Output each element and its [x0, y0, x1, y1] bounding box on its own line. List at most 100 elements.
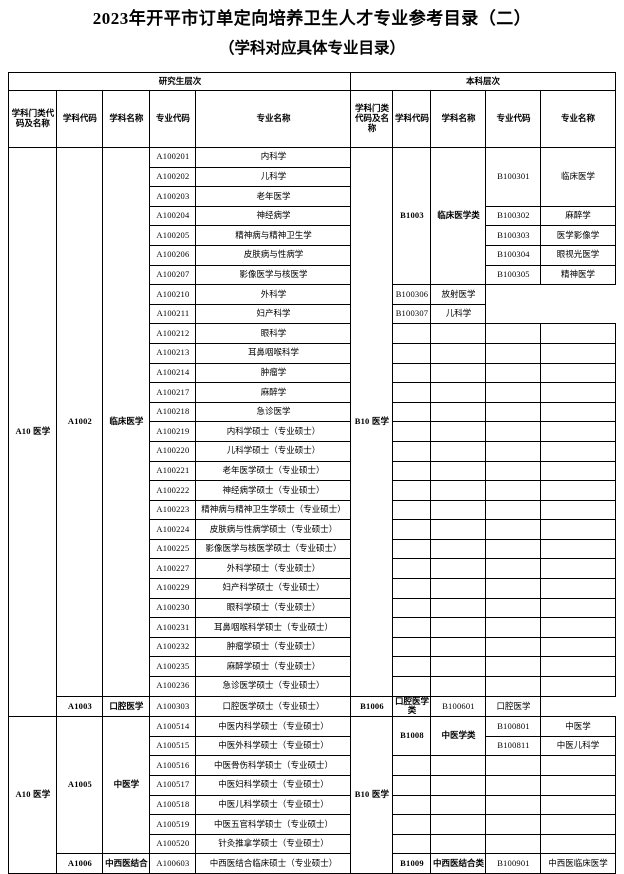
grad-xueke-name-a1002: 临床医学	[102, 147, 151, 697]
ug-xueke-code-empty	[392, 499, 432, 521]
ug-xueke-code-b1008: B1008	[392, 716, 432, 757]
ug-xueke-name-empty	[430, 519, 487, 540]
ug-major-name-empty	[540, 558, 616, 580]
ug-major-code-empty	[485, 421, 542, 442]
table-row: A100235 麻醉学硕士（专业硕士）	[9, 656, 616, 678]
grad-major-name: 影像医学与核医学硕士（专业硕士）	[195, 538, 352, 560]
ug-major-name: 医学影像学	[540, 225, 616, 246]
table-row: A100225 影像医学与核医学硕士（专业硕士）	[9, 538, 616, 560]
grad-major-name: 肿瘤学硕士（专业硕士）	[195, 636, 352, 658]
ug-xueke-name-b1006: 口腔医学类	[392, 695, 432, 718]
grad-major-code: A100518	[149, 794, 197, 816]
ug-xueke-code-empty	[392, 519, 432, 540]
ug-major-name: 儿科学	[430, 303, 487, 325]
grad-major-code: A100232	[149, 636, 197, 658]
ug-xueke-name-empty	[430, 382, 487, 403]
page-root: 2023年开平市订单定向培养卫生人才专业参考目录（二） （学科对应具体专业目录）…	[8, 9, 616, 874]
catalog-table: 研究生层次 本科层次 学科门类代码及名称 学科代码 学科名称 专业代码 专业名称…	[8, 72, 616, 874]
table-row: A10 医学 A1002 临床医学 A100201 内科学 B10 医学 B10…	[8, 146, 616, 718]
ug-major-name-empty	[540, 676, 616, 697]
grad-major-name: 影像医学与核医学	[195, 264, 352, 286]
page-title: 2023年开平市订单定向培养卫生人才专业参考目录（二）	[92, 9, 532, 28]
table-header-group-row: 研究生层次 本科层次	[8, 72, 616, 91]
ug-xueke-code-b1009: B1009	[392, 853, 432, 874]
table-row: A100212 眼科学	[9, 323, 616, 344]
ug-xueke-code-empty	[392, 460, 432, 482]
grad-major-name: 急诊医学硕士（专业硕士）	[195, 676, 352, 697]
grad-major-name: 急诊医学	[195, 401, 352, 423]
header-col-ug-majorcode: 专业代码	[485, 90, 542, 148]
header-col-grad-menlei: 学科门类代码及名称	[8, 90, 58, 148]
ug-xueke-code-empty	[392, 440, 432, 462]
table-row: A100516 中医骨伤科学硕士（专业硕士）	[9, 755, 616, 776]
ug-menlei-2: B10 医学	[350, 716, 394, 874]
grad-major-name: 耳鼻咽喉科学硕士（专业硕士）	[195, 617, 352, 638]
grad-major-code: A100236	[149, 676, 197, 697]
ug-xueke-name-empty	[430, 401, 487, 423]
table-header-row: 学科门类代码及名称 学科代码 学科名称 专业代码 专业名称 学科门类代码及名称 …	[8, 90, 616, 148]
grad-major-code: A100516	[149, 755, 197, 776]
grad-xueke-code-a1002: A1002	[56, 147, 104, 697]
ug-xueke-name-b1003: 临床医学类	[430, 146, 487, 286]
ug-major-name: 眼视光医学	[540, 244, 616, 266]
table-row: A100217 麻醉学	[9, 382, 616, 403]
ug-major-code: B100302	[485, 205, 542, 227]
ug-xueke-code-empty	[392, 323, 432, 344]
grad-xueke-code-a1005: A1005	[56, 716, 104, 855]
ug-xueke-code-empty	[392, 342, 432, 364]
grad-major-name: 中西医结合临床硕士（专业硕士）	[195, 853, 352, 874]
grad-major-code: A100517	[149, 774, 197, 796]
ug-major-name-empty	[540, 440, 616, 462]
ug-major-name-empty	[540, 617, 616, 638]
ug-xueke-name-empty	[430, 617, 487, 638]
ug-xueke-name-empty	[430, 636, 487, 658]
table-row: A100202 儿科学	[9, 166, 615, 188]
grad-major-code: A100219	[149, 421, 197, 442]
ug-major-code-empty	[485, 499, 542, 521]
table-row: A100221 老年医学硕士（专业硕士）	[9, 460, 616, 482]
header-col-ug-xuekename: 学科名称	[430, 90, 487, 148]
ug-xueke-code-empty	[392, 794, 432, 816]
grad-xueke-name-a1005: 中医学	[102, 716, 151, 855]
table-row: A10 医学 A1005 中医学 A100514 中医内科学硕士（专业硕士） B…	[8, 716, 616, 874]
grad-major-name: 内科学硕士（专业硕士）	[195, 421, 352, 442]
ug-xueke-code-empty	[392, 382, 432, 403]
ug-major-name-empty	[540, 794, 616, 816]
grad-major-code: A100230	[149, 597, 197, 619]
ug-major-code-empty	[485, 814, 542, 835]
ug-major-code-empty	[485, 676, 542, 697]
grad-major-name: 精神病与精神卫生学硕士（专业硕士）	[195, 499, 352, 521]
table-row: A100214 肿瘤学	[9, 362, 616, 384]
ug-major-code: B100305	[485, 264, 542, 286]
ug-xueke-code-empty	[392, 617, 432, 638]
table-row: A100218 急诊医学	[9, 401, 616, 423]
grad-major-name: 神经病学	[195, 205, 352, 227]
grad-xueke-code-a1006: A1006	[56, 853, 104, 874]
table-row: A1003 口腔医学 A100303 口腔医学硕士（专业硕士） B1006 口腔…	[9, 695, 615, 718]
table-row: A100232 肿瘤学硕士（专业硕士）	[9, 636, 616, 658]
ug-major-code-empty	[485, 617, 542, 638]
ug-xueke-code-b1003: B1003	[392, 146, 432, 286]
grad-major-name: 耳鼻咽喉科学	[195, 342, 352, 364]
grad-major-code: A100224	[149, 519, 197, 540]
header-group-undergraduate: 本科层次	[350, 72, 616, 91]
ug-xueke-name-empty	[430, 656, 487, 678]
ug-major-code-empty	[485, 833, 542, 855]
ug-major-code-empty	[485, 323, 542, 344]
ug-major-code-empty	[485, 401, 542, 423]
ug-major-name-empty	[540, 421, 616, 442]
grad-major-name: 老年医学	[195, 186, 352, 207]
grad-major-code: A100221	[149, 460, 197, 482]
ug-xueke-code-empty	[392, 656, 432, 678]
table-row: A1006 中西医结合 A100603 中西医结合临床硕士（专业硕士） B100…	[9, 853, 616, 874]
grad-major-code: A100519	[149, 814, 197, 835]
ug-major-name: 放射医学	[430, 284, 487, 305]
ug-major-code: B100303	[485, 225, 542, 246]
grad-major-name: 内科学	[195, 147, 352, 168]
ug-major-code: B100601	[430, 695, 487, 718]
table-row: A100205 精神病与精神卫生学 B100303 医学影像学	[9, 225, 616, 246]
ug-major-name-empty	[540, 597, 616, 619]
grad-xueke-name-a1006: 中西医结合	[102, 853, 151, 874]
ug-major-code-empty	[485, 460, 542, 482]
grad-major-code: A100204	[149, 205, 197, 227]
